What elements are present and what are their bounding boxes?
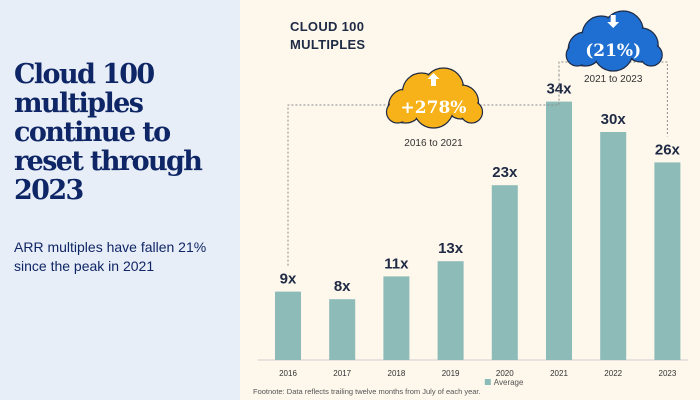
tick-label-2023: 2023 [659, 369, 677, 378]
data-label-2018: 11x [384, 255, 409, 272]
data-label-2019: 13x [438, 240, 464, 257]
bar-2020 [491, 185, 518, 360]
data-label-2017: 8x [334, 278, 351, 295]
headline: Cloud 100 multiples continue to reset th… [14, 59, 203, 206]
tick-label-2018: 2018 [388, 369, 406, 378]
data-label-2016: 9x [280, 271, 297, 288]
legend-swatch [484, 379, 491, 385]
tick-label-2017: 2017 [333, 369, 351, 378]
bar-2022 [600, 132, 627, 360]
bar-2017 [329, 299, 356, 360]
tick-label-2021: 2021 [550, 369, 568, 378]
left-panel [0, 0, 240, 400]
bar-2023 [654, 162, 681, 360]
bar-2021 [546, 101, 572, 360]
tick-label-2016: 2016 [279, 369, 297, 378]
data-label-2022: 30x [601, 111, 627, 128]
tick-label-2019: 2019 [442, 369, 460, 378]
footnote: Footnote: Data reflects trailing twelve … [253, 387, 481, 396]
bar-2018 [383, 276, 410, 360]
up-annotation-value: +278% [401, 98, 467, 118]
tick-label-2020: 2020 [496, 369, 514, 378]
up-cloud [385, 67, 484, 129]
bar-2019 [437, 261, 464, 360]
down-annotation-label: 2021 to 2023 [584, 74, 643, 85]
tick-label-2022: 2022 [604, 369, 622, 378]
arrow-down-icon [607, 15, 620, 28]
up-annotation-label: 2016 to 2021 [404, 138, 463, 149]
subheadline: ARR multiples have fallen 21% since the … [14, 239, 207, 274]
data-label-2023: 26x [655, 141, 681, 158]
data-label-2020: 23x [492, 164, 518, 181]
chart-title: CLOUD 100 MULTIPLES [290, 19, 366, 52]
legend-label-average: Average [494, 378, 524, 387]
bar-2016 [275, 291, 301, 360]
arrow-up-icon [427, 73, 440, 86]
down-annotation-value: (21%) [585, 41, 641, 61]
data-label-2021: 34x [546, 81, 572, 98]
